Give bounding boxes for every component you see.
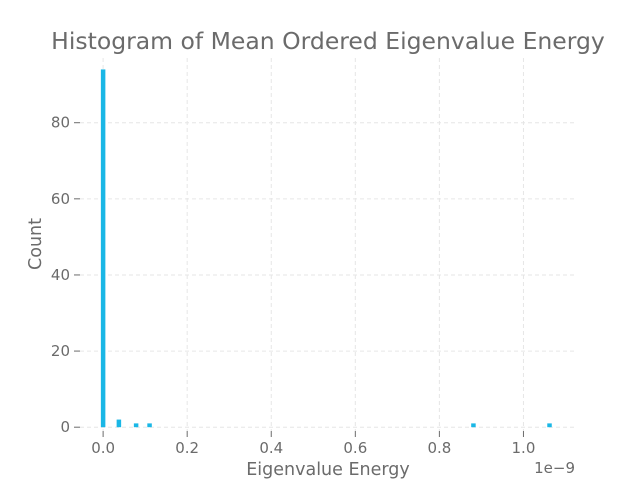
chart-title: Histogram of Mean Ordered Eigenvalue Ene… xyxy=(51,27,605,55)
y-tick-label-4: 80 xyxy=(51,114,70,132)
y-tick-label-3: 60 xyxy=(51,190,70,208)
y-axis-label: Count xyxy=(26,218,46,270)
y-tick-label-1: 20 xyxy=(51,342,70,360)
x-axis-label: Eigenvalue Energy xyxy=(246,460,410,480)
histogram-bar-3 xyxy=(147,423,152,428)
y-axis-ticks: 0 20 40 60 80 xyxy=(51,114,80,436)
y-tick-label-2: 40 xyxy=(51,266,70,284)
histogram-bar-5 xyxy=(547,423,552,428)
x-tick-label-3: 0.6 xyxy=(343,439,367,457)
x-axis-offset-label: 1e−9 xyxy=(534,459,575,477)
y-tick-label-0: 0 xyxy=(60,418,70,436)
x-tick-label-5: 1.0 xyxy=(512,439,536,457)
histogram-bar-0 xyxy=(100,69,106,428)
x-tick-label-0: 0.0 xyxy=(91,439,115,457)
grid-lines xyxy=(80,58,576,431)
x-tick-label-1: 0.2 xyxy=(175,439,199,457)
x-axis-ticks: 0.0 0.2 0.4 0.6 0.8 1.0 xyxy=(91,431,535,457)
histogram-bar-1 xyxy=(116,419,122,428)
x-tick-label-2: 0.4 xyxy=(259,439,283,457)
x-tick-label-4: 0.8 xyxy=(427,439,451,457)
histogram-bars xyxy=(100,69,552,428)
histogram-bar-2 xyxy=(133,423,139,428)
histogram-bar-4 xyxy=(471,423,476,428)
